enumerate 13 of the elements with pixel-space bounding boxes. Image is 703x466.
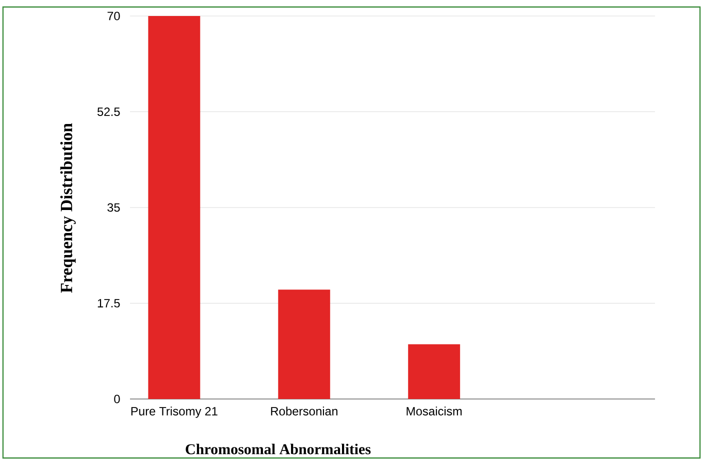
bar xyxy=(148,16,200,399)
y-tick-label: 70 xyxy=(108,12,120,20)
x-tick-label: Mosaicism xyxy=(406,406,462,416)
x-tick-label: Pure Trisomy 21 xyxy=(131,406,218,418)
bar xyxy=(278,290,330,399)
x-axis-title: Chromosomal Abnormalities xyxy=(186,444,371,454)
y-tick-label: 17.5 xyxy=(98,299,120,308)
y-tick-label: 0 xyxy=(114,394,120,404)
y-tick-label: 35 xyxy=(107,203,120,212)
y-axis-title: Frequency Distribution xyxy=(60,123,76,293)
y-tick-label: 52.5 xyxy=(97,108,120,116)
x-tick-label: Robersonian xyxy=(271,406,338,416)
bar xyxy=(408,344,460,399)
